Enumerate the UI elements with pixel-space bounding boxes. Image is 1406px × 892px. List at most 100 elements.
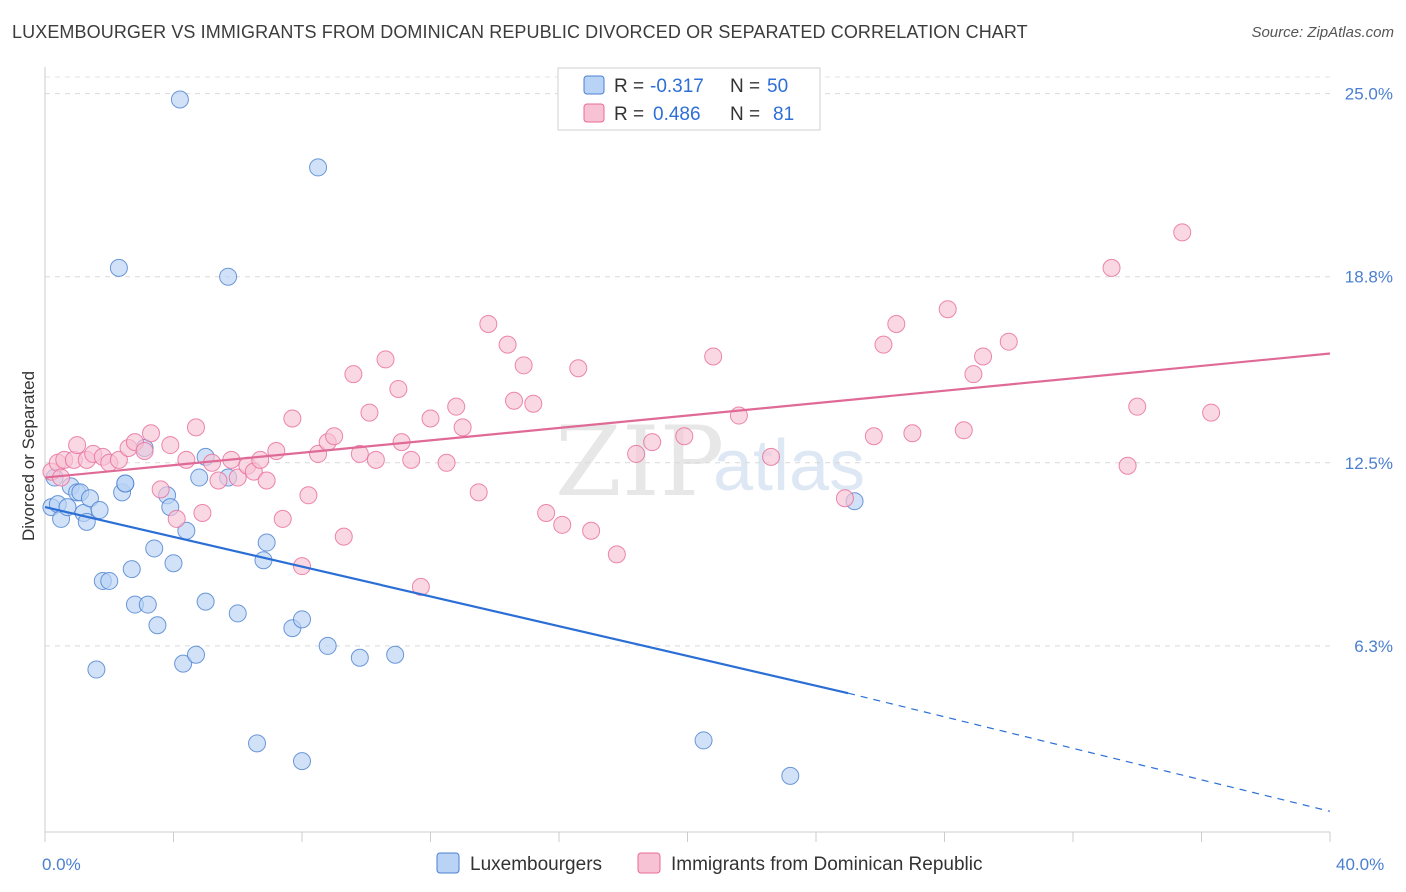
luxembourger-point[interactable] bbox=[781, 766, 800, 785]
legend-swatch-blue bbox=[583, 75, 605, 95]
legend-r-label-2: R = bbox=[614, 104, 644, 125]
dominican-point[interactable] bbox=[299, 486, 318, 505]
luxembourger-point[interactable] bbox=[318, 636, 337, 655]
dominican-point[interactable] bbox=[447, 397, 466, 416]
luxembourger-point[interactable] bbox=[293, 610, 311, 629]
luxembourger-point[interactable] bbox=[170, 90, 189, 109]
dominican-point[interactable] bbox=[835, 489, 854, 508]
dominican-point[interactable] bbox=[887, 314, 906, 333]
dominican-point[interactable] bbox=[109, 450, 128, 469]
dominican-point[interactable] bbox=[193, 504, 212, 523]
dominican-point[interactable] bbox=[228, 468, 247, 487]
series-dominican-points bbox=[42, 223, 1221, 596]
dominican-point[interactable] bbox=[1173, 223, 1192, 242]
luxembourger-point[interactable] bbox=[196, 592, 215, 611]
dominican-point[interactable] bbox=[437, 453, 456, 472]
dominican-point[interactable] bbox=[402, 450, 421, 469]
dominican-point[interactable] bbox=[553, 515, 572, 534]
dominican-point[interactable] bbox=[479, 314, 498, 333]
dominican-point[interactable] bbox=[762, 447, 781, 466]
luxembourger-point[interactable] bbox=[174, 654, 193, 673]
luxembourger-point[interactable] bbox=[122, 560, 141, 579]
dominican-point[interactable] bbox=[938, 300, 957, 319]
dominican-point[interactable] bbox=[421, 409, 440, 428]
dominican-point[interactable] bbox=[704, 347, 723, 366]
luxembourger-point[interactable] bbox=[148, 616, 167, 635]
luxembourger-point[interactable] bbox=[293, 752, 311, 771]
dominican-point[interactable] bbox=[309, 444, 328, 463]
dominican-point[interactable] bbox=[344, 365, 363, 384]
dominican-point[interactable] bbox=[964, 365, 983, 384]
luxembourger-point[interactable] bbox=[87, 660, 106, 679]
dominican-point[interactable] bbox=[1118, 456, 1137, 475]
luxembourger-point[interactable] bbox=[100, 571, 119, 590]
dominican-point[interactable] bbox=[903, 424, 922, 443]
dominican-point[interactable] bbox=[643, 433, 662, 452]
dominican-point[interactable] bbox=[974, 347, 993, 366]
dominican-point[interactable] bbox=[999, 332, 1018, 351]
dominican-point[interactable] bbox=[453, 418, 472, 437]
luxembourger-point[interactable] bbox=[138, 595, 157, 614]
dominican-point[interactable] bbox=[607, 545, 626, 564]
dominican-point[interactable] bbox=[537, 504, 556, 523]
dominican-point[interactable] bbox=[283, 409, 302, 428]
dominican-point[interactable] bbox=[469, 483, 488, 502]
dominican-point[interactable] bbox=[257, 471, 276, 490]
dominican-point[interactable] bbox=[334, 527, 353, 546]
dominican-point[interactable] bbox=[1102, 258, 1121, 277]
luxembourger-point[interactable] bbox=[386, 645, 405, 664]
dominican-point[interactable] bbox=[582, 521, 601, 540]
dominican-point[interactable] bbox=[569, 359, 588, 378]
luxembourger-point[interactable] bbox=[109, 258, 128, 277]
dominican-point[interactable] bbox=[1128, 397, 1147, 416]
dominican-point[interactable] bbox=[350, 444, 369, 463]
bottom-legend-label-2: Immigrants from Dominican Republic bbox=[671, 854, 983, 875]
luxembourger-point[interactable] bbox=[90, 501, 109, 520]
legend-r-value-1: -0.317 bbox=[650, 76, 704, 97]
dominican-point[interactable] bbox=[627, 444, 646, 463]
dominican-point[interactable] bbox=[366, 450, 385, 469]
luxembourger-point[interactable] bbox=[80, 489, 99, 508]
dominican-point[interactable] bbox=[864, 427, 883, 446]
luxembourger-point[interactable] bbox=[309, 158, 328, 177]
dominican-point[interactable] bbox=[505, 391, 524, 410]
luxembourger-point[interactable] bbox=[350, 648, 369, 667]
dominican-point[interactable] bbox=[376, 350, 395, 369]
dominican-point[interactable] bbox=[142, 424, 161, 443]
dominican-point[interactable] bbox=[411, 577, 430, 596]
dominican-point[interactable] bbox=[167, 509, 186, 528]
dominican-point[interactable] bbox=[68, 436, 87, 455]
dominican-point[interactable] bbox=[675, 427, 694, 446]
legend-r-label-1: R = bbox=[614, 76, 644, 97]
y-axis-label: Divorced or Separated bbox=[19, 371, 38, 541]
luxembourger-point[interactable] bbox=[228, 604, 247, 623]
luxembourger-point[interactable] bbox=[116, 474, 135, 493]
dominican-point[interactable] bbox=[1202, 403, 1221, 422]
dominican-point[interactable] bbox=[135, 441, 154, 460]
dominican-point[interactable] bbox=[267, 441, 286, 460]
luxembourger-point[interactable] bbox=[257, 533, 276, 552]
dominican-point[interactable] bbox=[514, 356, 533, 375]
dominican-point[interactable] bbox=[161, 436, 180, 455]
luxembourger-point[interactable] bbox=[145, 539, 164, 558]
dominican-point[interactable] bbox=[389, 379, 408, 398]
dominican-point[interactable] bbox=[273, 509, 292, 528]
luxembourger-point[interactable] bbox=[694, 731, 713, 750]
dominican-point[interactable] bbox=[251, 450, 270, 469]
dominican-point[interactable] bbox=[151, 480, 170, 499]
dominican-point[interactable] bbox=[874, 335, 893, 354]
luxembourger-point[interactable] bbox=[186, 645, 205, 664]
luxembourger-point[interactable] bbox=[164, 554, 183, 573]
luxembourger-point[interactable] bbox=[254, 551, 273, 570]
luxembourger-point[interactable] bbox=[248, 734, 267, 753]
dominican-point[interactable] bbox=[186, 418, 205, 437]
luxembourger-point[interactable] bbox=[219, 267, 238, 286]
dominican-point[interactable] bbox=[954, 421, 973, 440]
dominican-point[interactable] bbox=[498, 335, 517, 354]
dominican-point[interactable] bbox=[524, 394, 543, 413]
dominican-point[interactable] bbox=[209, 471, 228, 490]
dominican-point[interactable] bbox=[360, 403, 379, 422]
dominican-point[interactable] bbox=[325, 427, 344, 446]
dominican-point[interactable] bbox=[177, 450, 196, 469]
luxembourger-point[interactable] bbox=[190, 468, 209, 487]
